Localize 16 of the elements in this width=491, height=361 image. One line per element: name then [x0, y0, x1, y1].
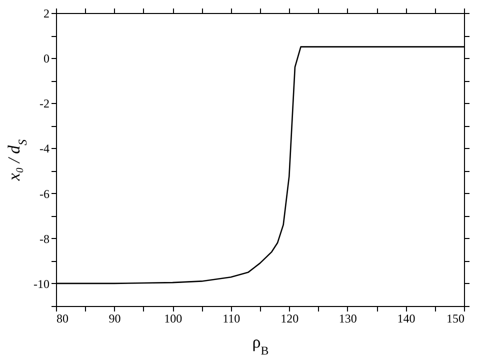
- x-axis-title: ρ$_{B}$: [252, 332, 269, 358]
- y-tick-label: -10: [34, 276, 50, 291]
- x-tick-label: 120: [280, 312, 299, 326]
- y-tick-label: -8: [40, 232, 50, 246]
- x-tick-label: 100: [164, 312, 182, 326]
- x-tick-label: 80: [56, 312, 68, 326]
- y-tick-label: 2: [44, 6, 50, 20]
- y-tick-label: -4: [40, 142, 50, 156]
- x-tick-label: 140: [397, 312, 416, 326]
- y-tick-label: -6: [40, 186, 50, 201]
- x-tick-label: 110: [222, 312, 240, 326]
- x-tick-label: 90: [108, 312, 121, 326]
- x-tick-label: 150: [446, 312, 464, 326]
- y-tick-label: -2: [40, 96, 50, 111]
- y-tick-label: 0: [44, 52, 50, 66]
- x-tick-label: 130: [338, 312, 357, 326]
